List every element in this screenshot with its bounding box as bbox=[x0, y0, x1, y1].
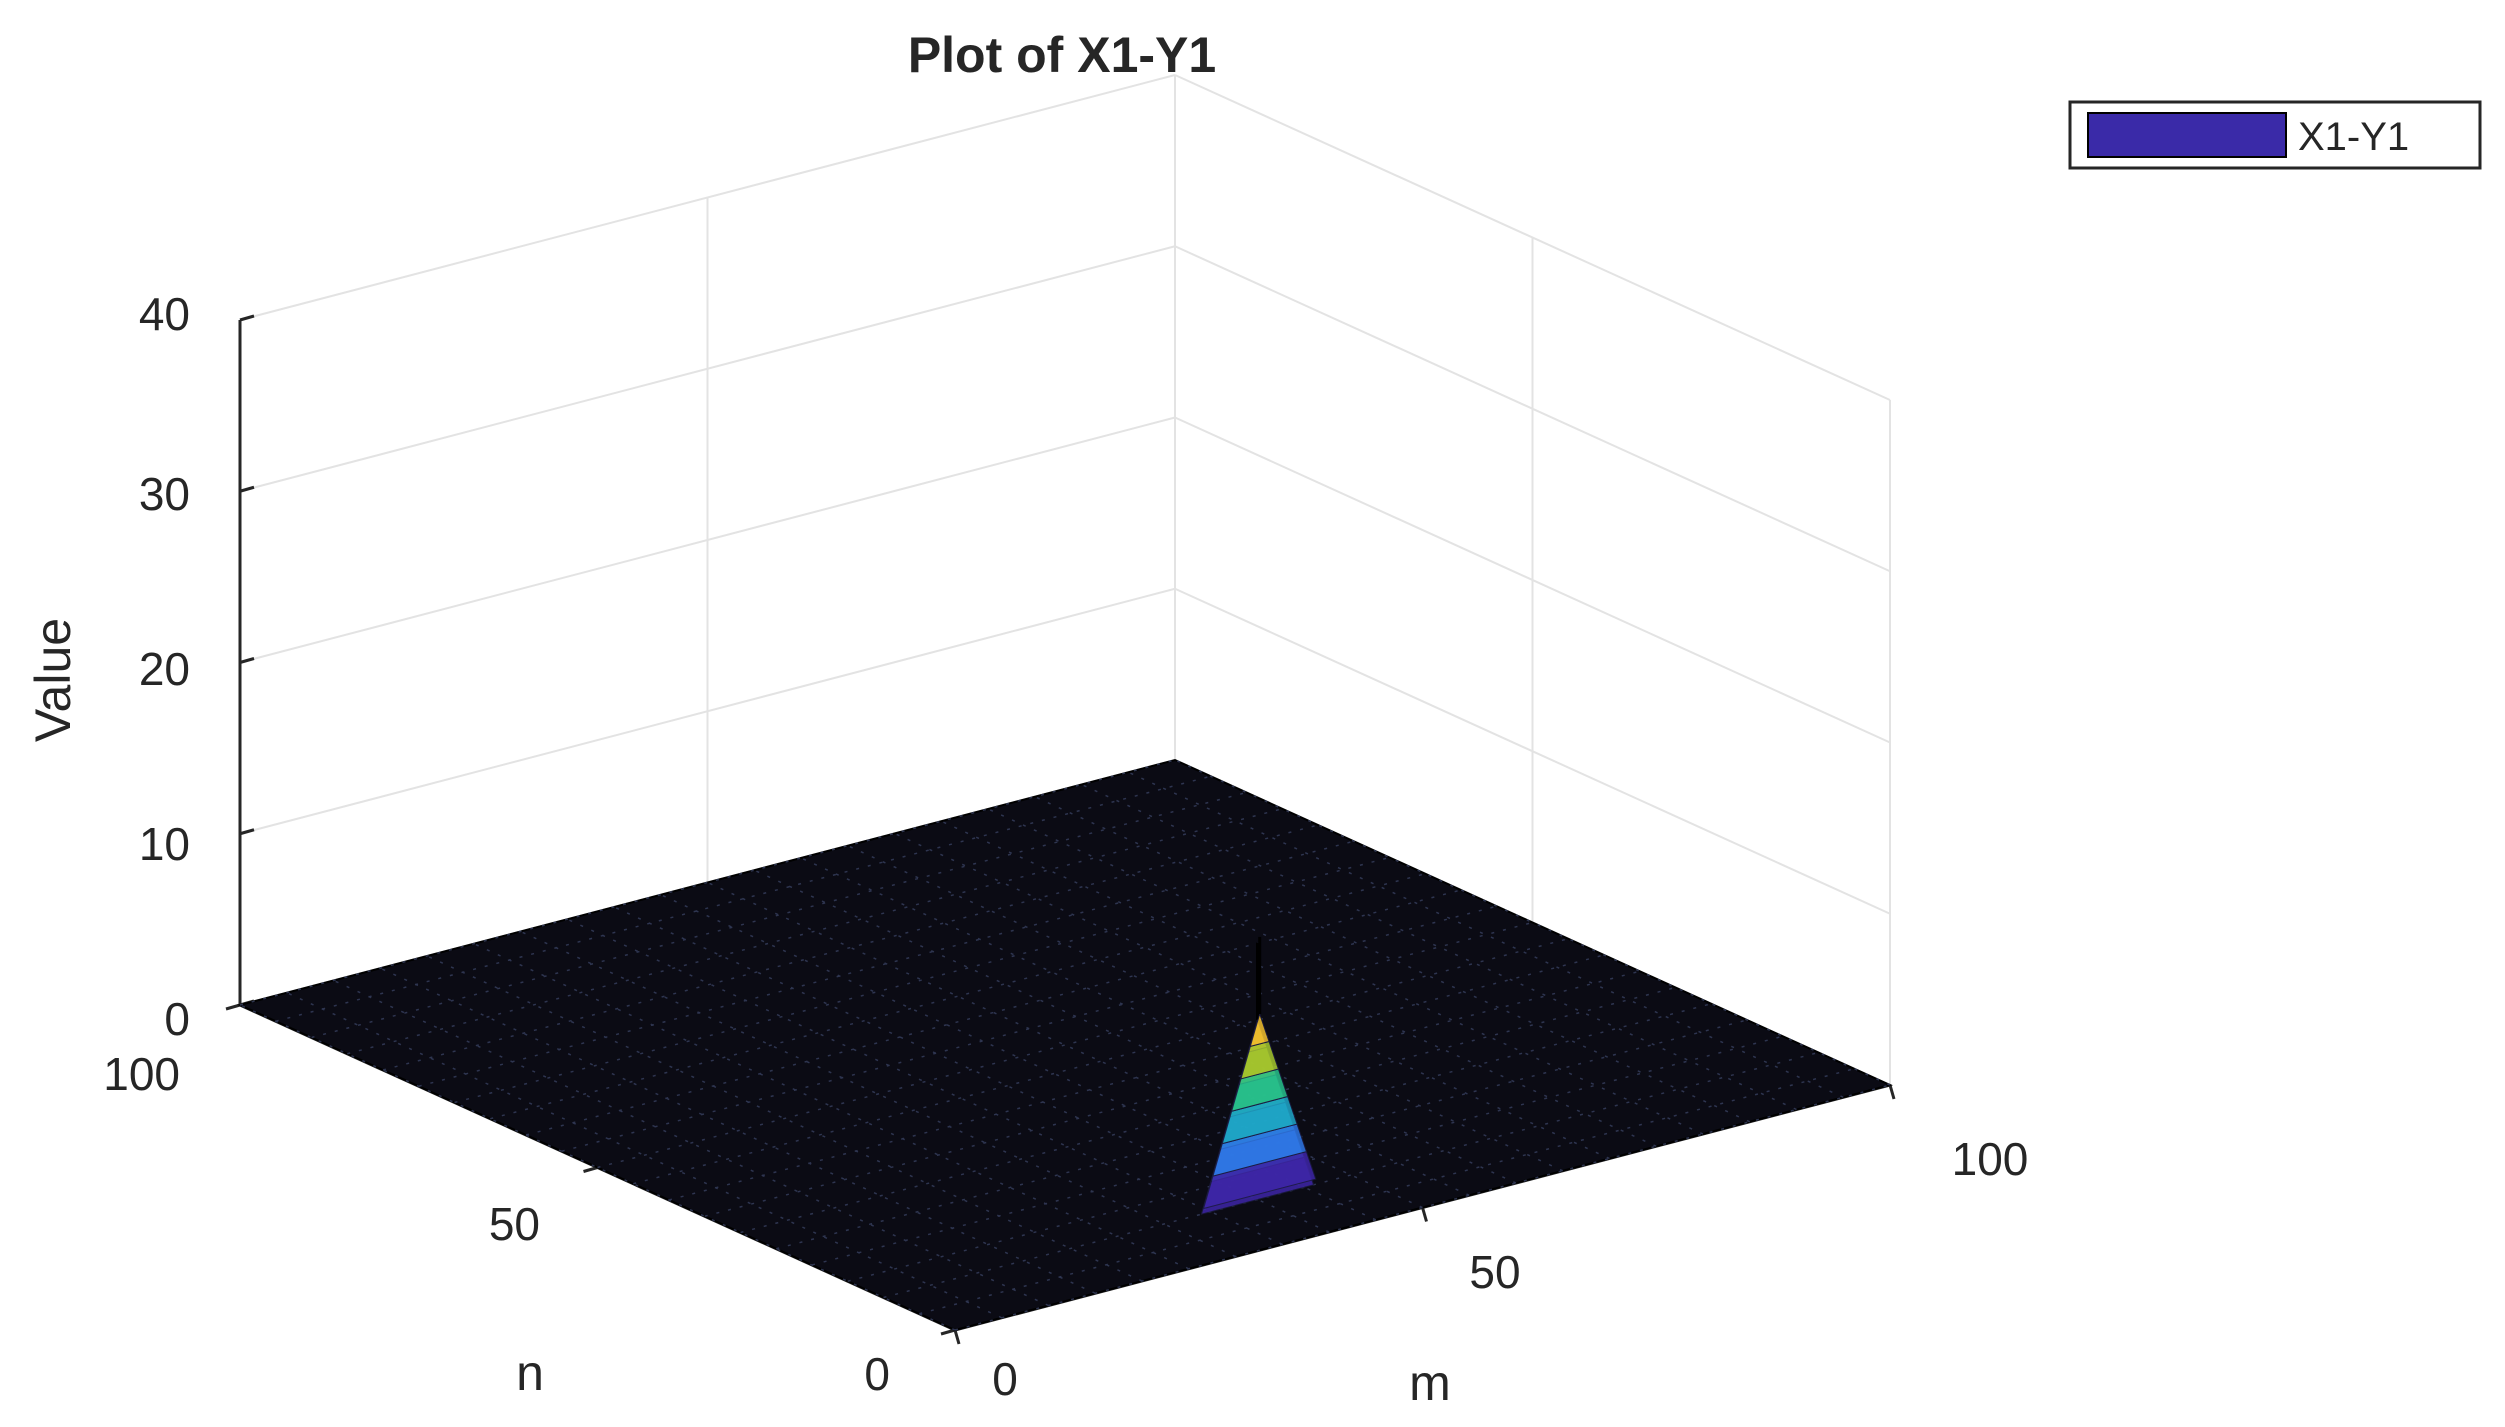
z-tick-mark-40 bbox=[239, 314, 255, 322]
surface-mesh-line-n bbox=[418, 840, 1354, 1087]
x-tick-mark-0 bbox=[953, 1329, 961, 1345]
z-tick-label-0: 0 bbox=[164, 993, 190, 1045]
peak-1-band-5 bbox=[1249, 1012, 1270, 1048]
legend-swatch bbox=[2087, 112, 2287, 158]
y-tick-mark-100 bbox=[225, 1003, 241, 1011]
surface-mesh-line-n bbox=[633, 938, 1569, 1185]
surface-mesh-line-n bbox=[883, 1051, 1819, 1299]
surface-mesh-line-n bbox=[454, 856, 1390, 1104]
surface-mesh-line-n bbox=[239, 759, 1176, 1006]
surface-mesh-line-n bbox=[275, 775, 1211, 1022]
surface-mesh-line-n bbox=[704, 970, 1640, 1217]
y-tick-label-0: 0 bbox=[864, 1348, 890, 1400]
surface-mesh-line-n bbox=[740, 986, 1676, 1234]
z-tick-label-40: 40 bbox=[139, 288, 190, 340]
surface-mesh-line-n bbox=[311, 791, 1247, 1039]
peak-spikes bbox=[1200, 936, 1317, 1215]
z-tick-label-10: 10 bbox=[139, 818, 190, 870]
x-axis-label: m bbox=[1409, 1355, 1451, 1411]
surface-mesh-line-n bbox=[525, 889, 1462, 1136]
surface-mesh-line-n bbox=[382, 824, 1319, 1071]
surface-base bbox=[237, 758, 1893, 1332]
surface-mesh-line-n bbox=[561, 905, 1497, 1152]
surface-mesh-line-n bbox=[954, 1084, 1891, 1331]
x-tick-mark-100 bbox=[1888, 1084, 1896, 1100]
surface-mesh-line-n bbox=[347, 808, 1283, 1055]
surface-mesh-line-n bbox=[597, 921, 1533, 1169]
z-axis-label: Value bbox=[25, 618, 81, 742]
legend: X1-Y1 bbox=[2068, 100, 2482, 170]
x-tick-mark-50 bbox=[1421, 1207, 1428, 1222]
chart-title: Plot of X1-Y1 bbox=[908, 27, 1216, 83]
x-tick-label-100: 100 bbox=[1952, 1133, 2029, 1185]
z-tick-label-30: 30 bbox=[139, 468, 190, 520]
z-tick-label-20: 20 bbox=[139, 643, 190, 695]
surface-mesh-line-n bbox=[668, 954, 1605, 1201]
y-tick-mark-50 bbox=[583, 1166, 598, 1173]
surface-mesh bbox=[237, 758, 1893, 1332]
y-tick-label-100: 100 bbox=[103, 1048, 180, 1100]
surface-mesh-line-n bbox=[811, 1019, 1748, 1266]
z-tick-mark-10 bbox=[239, 828, 255, 836]
surface-mesh-line-n bbox=[847, 1035, 1783, 1282]
y-axis-label: n bbox=[516, 1345, 544, 1401]
y-tick-mark-0 bbox=[940, 1328, 956, 1336]
surface-mesh-line-n bbox=[919, 1068, 1855, 1315]
legend-entry-x1-y1: X1-Y1 bbox=[2298, 115, 2409, 159]
y-tick-label-50: 50 bbox=[489, 1198, 540, 1250]
surface-mesh-line-n bbox=[776, 1003, 1712, 1250]
z-tick-mark-30 bbox=[239, 485, 255, 493]
x-tick-label-50: 50 bbox=[1469, 1246, 1520, 1298]
x-tick-label-0: 0 bbox=[992, 1353, 1018, 1405]
surface-mesh-line-n bbox=[490, 873, 1426, 1120]
z-tick-mark-20 bbox=[239, 657, 255, 664]
